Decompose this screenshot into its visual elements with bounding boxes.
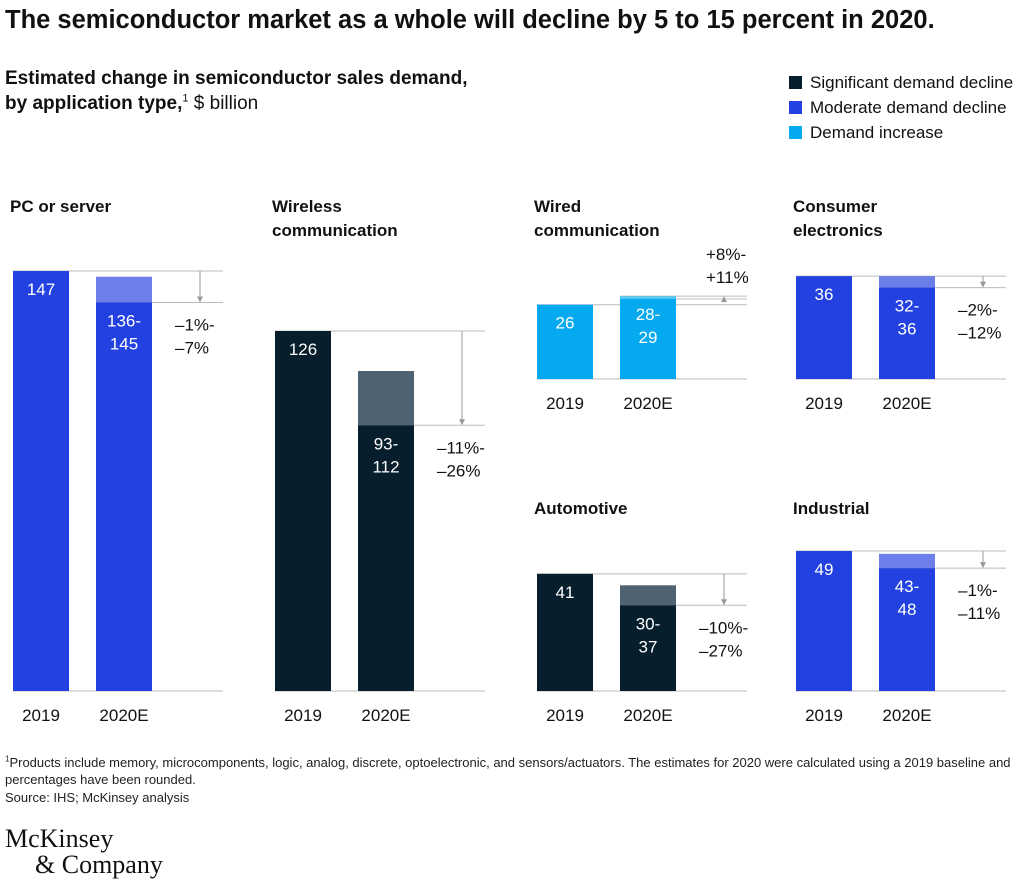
- bar-2019: [537, 573, 593, 691]
- legend-swatch: [789, 76, 802, 89]
- bar-2020-low: [879, 568, 935, 691]
- bar-2020-low: [879, 287, 935, 379]
- bar-value-label: 48: [898, 600, 917, 619]
- footnote: 1Products include memory, microcomponent…: [5, 754, 1020, 788]
- bar-value-label: 112: [372, 457, 399, 476]
- bar-2020-low: [96, 302, 152, 691]
- x-tick-label: 2019: [284, 706, 322, 725]
- subtitle-unit: $ billion: [188, 93, 259, 114]
- x-tick-label: 2019: [546, 706, 584, 725]
- bar-value-label: 136-: [107, 311, 141, 330]
- change-label: –2%-: [958, 301, 998, 320]
- change-label: +11%: [706, 268, 749, 287]
- source-note: Source: IHS; McKinsey analysis: [5, 790, 190, 805]
- legend-item-moderate: Moderate demand decline: [789, 97, 1013, 122]
- bar-value-label: 32-: [895, 297, 920, 316]
- bar-2020-range: [358, 371, 414, 426]
- change-label: –1%-: [175, 315, 215, 334]
- change-label: –11%-: [437, 438, 485, 457]
- legend-item-significant: Significant demand decline: [789, 72, 1013, 97]
- bar-2020-range: [879, 553, 935, 569]
- panel-title: Automotive: [534, 499, 628, 518]
- change-label: +8%-: [706, 245, 746, 264]
- bar-2020-range: [879, 276, 935, 288]
- x-tick-label: 2020E: [623, 394, 672, 413]
- bar-value-label: 93-: [374, 434, 399, 453]
- legend-swatch: [789, 126, 802, 139]
- legend-item-increase: Demand increase: [789, 122, 1013, 147]
- legend-label: Significant demand decline: [810, 73, 1014, 92]
- bar-2019: [796, 551, 852, 691]
- change-arrowhead: [459, 419, 465, 426]
- subtitle-footnote-mark: 1: [182, 92, 189, 105]
- change-arrowhead: [197, 296, 203, 303]
- legend-label: Demand increase: [810, 123, 944, 142]
- chart-subtitle: Estimated change in semiconductor sales …: [5, 66, 475, 116]
- bar-2020-low: [620, 605, 676, 691]
- x-tick-label: 2020E: [361, 706, 410, 725]
- bar-value-label: 36: [815, 285, 834, 304]
- panel-title: communication: [534, 221, 660, 240]
- bar-value-label: 41: [556, 583, 575, 602]
- change-label: –26%: [437, 461, 480, 480]
- panel-title: Consumer: [793, 197, 877, 216]
- bar-value-label: 126: [289, 340, 317, 359]
- change-label: –27%: [699, 641, 742, 660]
- bar-2020-range: [96, 276, 152, 303]
- bar-2019: [537, 304, 593, 379]
- bar-2020-low: [358, 425, 414, 691]
- bar-value-label: 43-: [895, 577, 920, 596]
- bar-2020-range: [620, 585, 676, 606]
- x-tick-label: 2020E: [882, 394, 931, 413]
- bar-2020-low: [620, 299, 676, 379]
- change-arrowhead: [721, 296, 727, 303]
- bar-value-label: 30-: [636, 614, 661, 633]
- x-tick-label: 2019: [805, 394, 843, 413]
- panel-title: Industrial: [793, 499, 870, 518]
- bar-value-label: 49: [815, 560, 834, 579]
- bar-value-label: 36: [898, 320, 917, 339]
- charts-area: PC or server 147 136- 145 –1%- –7% 2019 2020E Wi…: [10, 197, 1006, 725]
- change-label: –1%-: [958, 581, 998, 600]
- legend-swatch: [789, 101, 802, 114]
- headline: The semiconductor market as a whole will…: [5, 6, 935, 34]
- bar-2019: [275, 331, 331, 691]
- legend-label: Moderate demand decline: [810, 98, 1007, 117]
- panel-title: PC or server: [10, 197, 111, 216]
- bar-value-label: 26: [556, 314, 575, 333]
- legend: Significant demand decline Moderate dema…: [789, 72, 1013, 147]
- change-label: –11%: [958, 604, 1000, 623]
- x-tick-label: 2020E: [882, 706, 931, 725]
- change-arrowhead: [721, 599, 727, 606]
- bar-value-label: 37: [639, 637, 658, 656]
- x-tick-label: 2020E: [99, 706, 148, 725]
- logo-line-1: McKinsey: [5, 824, 114, 853]
- x-tick-label: 2019: [22, 706, 60, 725]
- change-label: –10%-: [699, 618, 748, 637]
- x-tick-label: 2019: [546, 394, 584, 413]
- bar-2019: [13, 271, 69, 691]
- bar-value-label: 28-: [636, 305, 661, 324]
- panel-title: communication: [272, 221, 398, 240]
- change-arrowhead: [980, 281, 986, 288]
- x-tick-label: 2020E: [623, 706, 672, 725]
- bar-value-label: 145: [110, 334, 138, 353]
- bar-value-label: 29: [639, 328, 658, 347]
- change-label: –7%: [175, 338, 209, 357]
- footnote-text: Products include memory, microcomponents…: [5, 755, 1011, 787]
- footnote-mark: 1: [5, 754, 10, 764]
- change-arrowhead: [980, 562, 986, 569]
- change-label: –12%: [958, 324, 1001, 343]
- panel-title: electronics: [793, 221, 883, 240]
- bar-value-label: 147: [27, 280, 55, 299]
- bar-2019: [796, 276, 852, 379]
- panel-title: Wireless: [272, 197, 342, 216]
- bar-2020-range: [620, 296, 676, 300]
- logo-line-2: & Company: [35, 850, 163, 879]
- subtitle-text: Estimated change in semiconductor sales …: [5, 68, 468, 114]
- panel-title: Wired: [534, 197, 581, 216]
- x-tick-label: 2019: [805, 706, 843, 725]
- mckinsey-logo: McKinsey & Company: [5, 826, 163, 878]
